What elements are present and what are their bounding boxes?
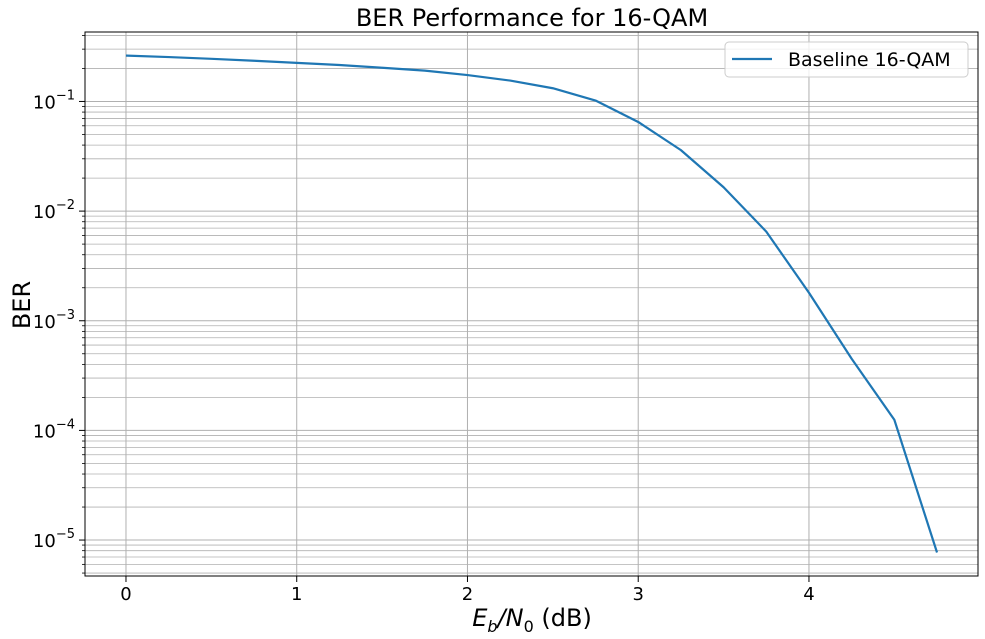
y-tick-label: 10−4 bbox=[33, 417, 75, 442]
y-tick-label: 10−1 bbox=[33, 88, 75, 113]
plot-frame bbox=[84, 31, 979, 577]
y-tick-label: 10−3 bbox=[33, 308, 75, 333]
x-tick-label: 1 bbox=[291, 584, 302, 605]
legend-label: Baseline 16-QAM bbox=[788, 49, 951, 71]
series-line-baseline-16qam bbox=[125, 54, 939, 553]
x-axis-label: Eb/N0 (dB) bbox=[472, 604, 592, 636]
y-axis-label: BER bbox=[8, 281, 36, 329]
x-tick-label: 4 bbox=[803, 584, 814, 605]
legend: Baseline 16-QAM bbox=[724, 41, 969, 78]
y-tick-label: 10−2 bbox=[33, 198, 75, 223]
x-tick-label: 3 bbox=[632, 584, 643, 605]
ticks-layer: 10−5 10−4 10−3 10−2 10−1 0 1 2 3 4 bbox=[33, 35, 815, 605]
chart-title: BER Performance for 16-QAM bbox=[356, 4, 708, 32]
major-grid bbox=[85, 32, 978, 576]
legend-box bbox=[724, 41, 969, 78]
x-tick-label: 0 bbox=[120, 584, 131, 605]
y-tick-label: 10−5 bbox=[33, 527, 75, 552]
x-tick-label: 2 bbox=[462, 584, 473, 605]
series-layer bbox=[125, 54, 939, 553]
